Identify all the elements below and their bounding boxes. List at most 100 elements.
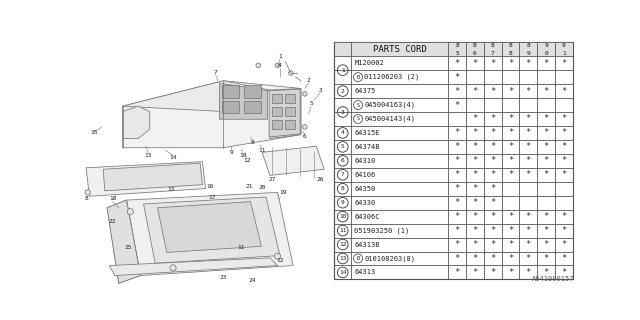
Polygon shape — [107, 200, 140, 283]
Circle shape — [353, 115, 363, 124]
Text: 045004143(4): 045004143(4) — [364, 116, 415, 122]
Circle shape — [289, 71, 293, 75]
Text: *: * — [543, 240, 549, 249]
Circle shape — [337, 65, 348, 76]
Text: *: * — [561, 226, 566, 235]
Text: 6: 6 — [473, 51, 477, 56]
Polygon shape — [244, 85, 260, 98]
Text: PARTS CORD: PARTS CORD — [373, 45, 427, 54]
Polygon shape — [127, 192, 293, 276]
Text: *: * — [561, 268, 566, 277]
Text: *: * — [472, 128, 477, 137]
Text: *: * — [508, 115, 513, 124]
Circle shape — [353, 100, 363, 109]
Text: *: * — [543, 226, 549, 235]
Text: 19: 19 — [279, 190, 287, 195]
Text: 8: 8 — [527, 44, 530, 48]
Text: 11: 11 — [259, 148, 266, 153]
Text: *: * — [508, 240, 513, 249]
Text: 8: 8 — [455, 44, 459, 48]
Text: B: B — [356, 256, 360, 261]
Circle shape — [275, 63, 280, 68]
Text: 14: 14 — [339, 270, 346, 275]
Text: *: * — [543, 212, 549, 221]
Text: *: * — [508, 59, 513, 68]
Text: 17: 17 — [208, 195, 216, 200]
Text: 010108203(8): 010108203(8) — [364, 255, 415, 262]
Text: *: * — [543, 128, 549, 137]
Polygon shape — [222, 101, 239, 113]
Circle shape — [337, 253, 348, 264]
Text: *: * — [561, 240, 566, 249]
Text: 13: 13 — [339, 256, 346, 261]
Circle shape — [353, 254, 363, 263]
Text: *: * — [454, 128, 460, 137]
Text: *: * — [525, 142, 531, 151]
Circle shape — [337, 267, 348, 278]
Text: *: * — [472, 268, 477, 277]
Text: 64313B: 64313B — [355, 242, 380, 248]
Text: 6: 6 — [303, 134, 307, 140]
Text: 8: 8 — [491, 44, 495, 48]
Text: 9: 9 — [562, 44, 566, 48]
Text: 64375: 64375 — [355, 88, 376, 94]
Text: S: S — [356, 102, 360, 108]
Text: *: * — [561, 115, 566, 124]
Text: *: * — [472, 142, 477, 151]
Text: 64350: 64350 — [355, 186, 376, 192]
Text: 045004163(4): 045004163(4) — [364, 102, 415, 108]
Text: *: * — [454, 170, 460, 179]
Text: *: * — [490, 115, 495, 124]
Text: 64106: 64106 — [355, 172, 376, 178]
Circle shape — [337, 225, 348, 236]
Text: *: * — [561, 156, 566, 165]
Text: *: * — [490, 240, 495, 249]
Text: 24: 24 — [248, 278, 256, 283]
Text: *: * — [454, 226, 460, 235]
Circle shape — [337, 197, 348, 208]
Text: *: * — [454, 240, 460, 249]
Text: *: * — [525, 87, 531, 96]
Text: 26: 26 — [317, 177, 324, 182]
Text: 27: 27 — [268, 177, 276, 182]
Circle shape — [337, 211, 348, 222]
Polygon shape — [285, 120, 296, 129]
Text: *: * — [525, 170, 531, 179]
Circle shape — [256, 63, 260, 68]
Text: 64315E: 64315E — [355, 130, 380, 136]
Text: *: * — [490, 212, 495, 221]
Text: *: * — [490, 268, 495, 277]
Text: *: * — [490, 142, 495, 151]
Text: *: * — [525, 115, 531, 124]
Text: 12: 12 — [243, 157, 250, 163]
Text: *: * — [508, 268, 513, 277]
Text: *: * — [508, 254, 513, 263]
Text: 64310: 64310 — [355, 158, 376, 164]
Text: 051903250 (1): 051903250 (1) — [355, 227, 410, 234]
Text: 8: 8 — [509, 44, 513, 48]
Text: 9: 9 — [229, 150, 233, 155]
Text: 23: 23 — [220, 275, 227, 280]
Polygon shape — [107, 200, 140, 283]
Circle shape — [337, 156, 348, 166]
Text: *: * — [490, 128, 495, 137]
Text: *: * — [472, 115, 477, 124]
Bar — [334, 42, 573, 56]
Polygon shape — [272, 120, 282, 129]
Text: 7: 7 — [491, 51, 495, 56]
Text: *: * — [525, 226, 531, 235]
Text: *: * — [508, 142, 513, 151]
Text: *: * — [454, 184, 460, 193]
Polygon shape — [269, 89, 300, 137]
Polygon shape — [103, 163, 202, 191]
Polygon shape — [143, 197, 280, 263]
Text: *: * — [508, 87, 513, 96]
Text: *: * — [561, 128, 566, 137]
Text: 12: 12 — [276, 258, 284, 263]
Text: *: * — [472, 156, 477, 165]
Polygon shape — [270, 88, 301, 139]
Text: 13: 13 — [168, 187, 175, 192]
Text: *: * — [454, 87, 460, 96]
Text: *: * — [525, 268, 531, 277]
Polygon shape — [123, 106, 150, 139]
